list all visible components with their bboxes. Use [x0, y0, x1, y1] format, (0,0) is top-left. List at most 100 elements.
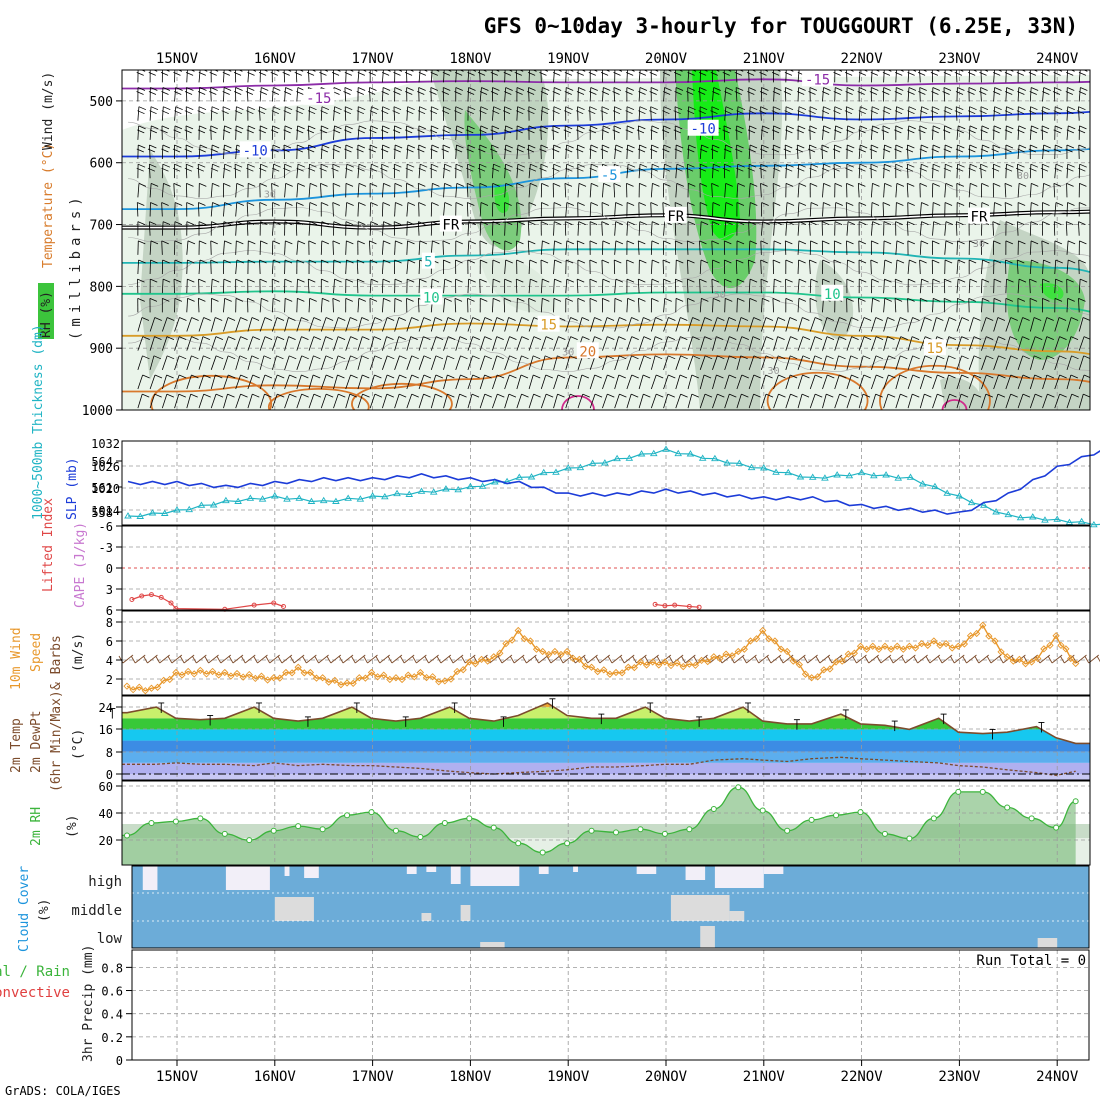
wind-barb — [308, 240, 316, 255]
wind-barb — [553, 297, 562, 313]
wind-barb — [296, 374, 309, 390]
wind-barb — [406, 221, 415, 236]
wind-barb — [369, 106, 379, 121]
wind-barb — [443, 374, 455, 390]
wind-barb — [246, 221, 255, 236]
wind-barb — [650, 163, 660, 179]
wind-barb — [247, 297, 255, 313]
wind-barb — [307, 278, 316, 294]
wind-barb — [161, 297, 170, 313]
rh2m-marker — [637, 826, 644, 833]
wind-barb — [198, 182, 207, 198]
wind-barb — [185, 70, 195, 83]
wind-barb — [320, 202, 329, 217]
wind-barb — [846, 393, 859, 409]
wind-barb — [296, 336, 309, 351]
rh2m-marker — [441, 820, 448, 826]
rh-contour-label: 30 — [973, 239, 985, 250]
pressure-axis-label: (millibars) — [68, 192, 84, 340]
cloud-bar-middle — [460, 905, 471, 921]
wind-barb — [626, 355, 639, 370]
contour-label: 20 — [579, 344, 596, 360]
wind-barb — [771, 70, 781, 83]
wind-barb — [198, 202, 206, 217]
wind-barb — [161, 374, 174, 390]
wind-barb — [284, 297, 293, 313]
wind-barb — [712, 336, 724, 351]
wind-barb — [649, 106, 658, 121]
date-label-21nov: 21NOV — [743, 1069, 786, 1085]
wind-barb — [296, 182, 305, 198]
wind-barb — [173, 125, 183, 140]
wind-barb — [748, 144, 758, 160]
wind-barb — [345, 240, 354, 255]
wind-barb — [430, 374, 444, 390]
wind-barb — [711, 163, 721, 179]
wind-barb — [418, 355, 432, 370]
rh-contour — [128, 207, 1090, 243]
wind-barb — [600, 144, 610, 160]
wind-barb — [736, 297, 745, 313]
wind-barb — [625, 87, 634, 102]
rh2m-marker — [784, 827, 791, 834]
wind-barb — [821, 87, 831, 102]
wind-barb — [748, 240, 758, 255]
wind-barb — [736, 374, 749, 390]
cloud-bar-high — [450, 866, 461, 884]
wind-barb — [430, 70, 440, 83]
wind-barb — [430, 240, 440, 255]
wind-barb — [712, 374, 724, 390]
wind-barb — [235, 259, 245, 275]
wind-barb — [223, 393, 235, 409]
wind-barb — [345, 297, 353, 313]
wind-barb — [161, 278, 171, 294]
wind-barb — [404, 70, 414, 83]
y-tick-label: 8 — [106, 746, 113, 760]
wind-barb — [174, 87, 183, 102]
wind-barb — [235, 355, 247, 370]
wind-barb — [283, 106, 293, 121]
wind-barb — [357, 393, 370, 409]
y-tick-label: 800 — [90, 280, 113, 295]
wind-barb — [443, 278, 452, 294]
wind-barb — [614, 144, 624, 160]
wind-barb — [320, 221, 329, 236]
wind-barb — [577, 393, 590, 409]
wind-barb — [699, 240, 707, 255]
wind-barb — [515, 87, 525, 102]
wind-barb — [173, 182, 181, 198]
wind-barb — [736, 336, 749, 351]
slp-tick-label: 1020 — [91, 482, 120, 496]
wind-barb — [430, 182, 440, 198]
wind-barb — [392, 106, 402, 121]
wind-barb — [149, 125, 159, 140]
wind-barb — [381, 87, 391, 102]
wind-barb — [663, 393, 675, 409]
wind-barb — [271, 87, 281, 102]
wind-barb — [760, 259, 768, 275]
wind-barb — [246, 106, 255, 121]
wind-barb — [392, 163, 402, 179]
wind-barb — [479, 336, 492, 351]
wind-barb — [430, 355, 444, 370]
wind-barb — [710, 144, 720, 160]
wind-barb — [858, 70, 868, 83]
wind-barb — [455, 393, 467, 409]
wind-barb — [528, 163, 538, 179]
wind-barb — [699, 144, 709, 160]
wind-barb — [186, 336, 199, 351]
wind-barb — [686, 106, 696, 121]
temp2m-legend-3: (6hr Min/Max) — [49, 690, 64, 792]
wind-barb — [210, 393, 224, 409]
wind-barb — [417, 221, 426, 236]
wind-barb — [834, 336, 847, 351]
wind-barb — [833, 240, 842, 255]
y-tick-label: 2 — [106, 673, 113, 687]
wind-barb — [760, 202, 769, 217]
wind-barb — [675, 393, 688, 409]
wind-barb — [809, 355, 822, 370]
rh2m-marker — [539, 849, 546, 856]
wind-barb — [418, 336, 431, 351]
rh2m-marker — [490, 824, 497, 831]
date-label-20nov: 20NOV — [645, 51, 688, 67]
